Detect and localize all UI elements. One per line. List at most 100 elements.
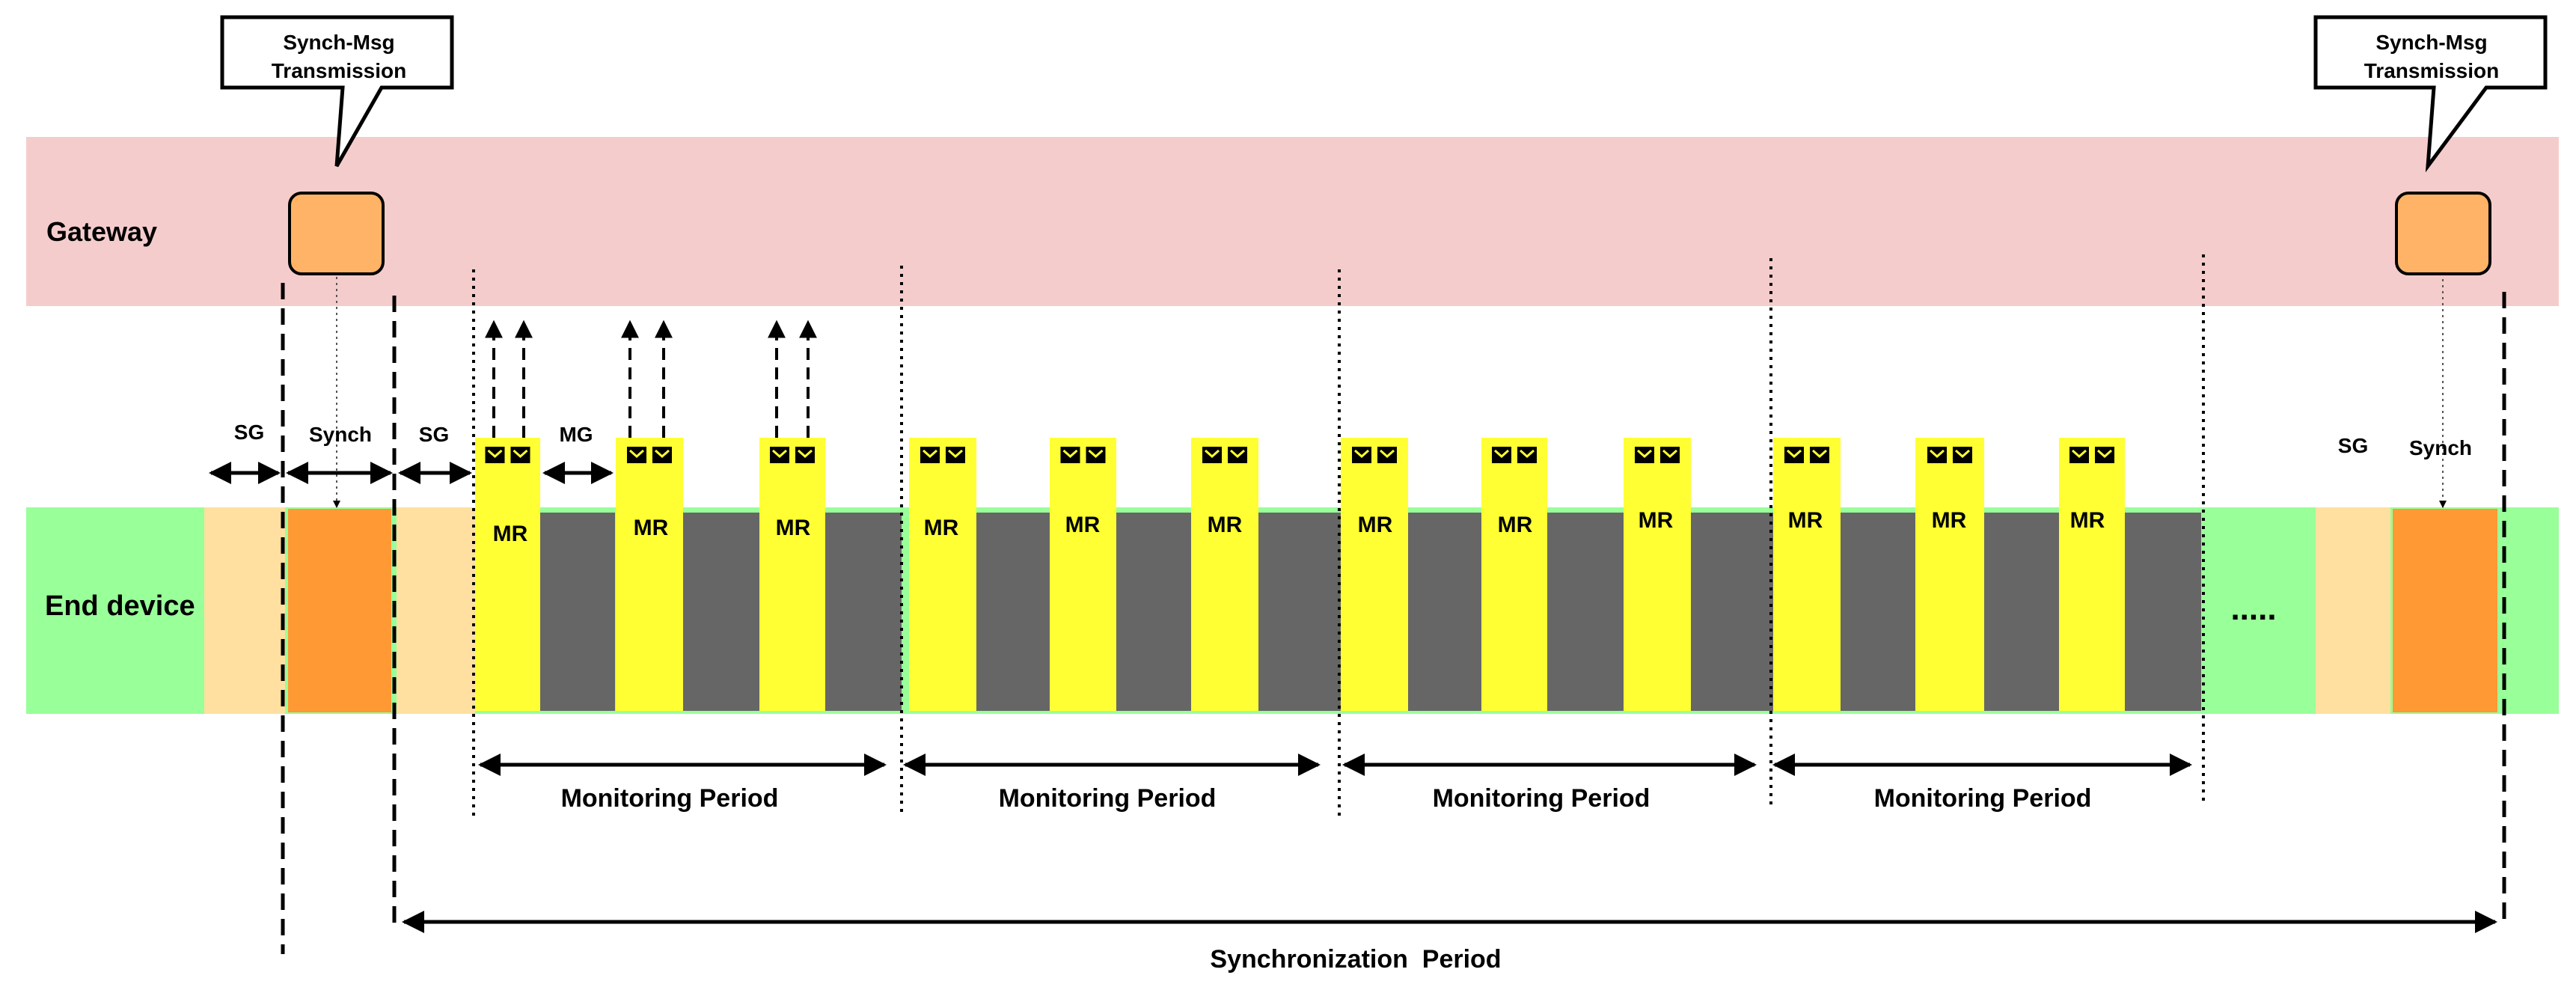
envelope-icon [770,447,789,463]
mr-slot [759,438,825,711]
sleep-slot [825,513,902,711]
envelope-icon [1660,447,1680,463]
mr-label: MR [1639,508,1674,533]
envelope-icon [1517,447,1537,463]
gap-labels: SG Synch SG MG SG Synch [234,421,2472,459]
mr-slot [1050,438,1116,711]
sleep-slot [683,513,759,711]
envelope-icon [2095,447,2114,463]
mr-slot [475,438,540,711]
mr-label: MR [924,516,959,540]
continuation-ellipsis: ..... [2230,590,2276,627]
envelope-icon [485,447,505,463]
envelope-icon [1377,447,1397,463]
mr-slot [1624,438,1691,711]
synch-label: Synch [2409,436,2472,459]
sg-label: SG [234,421,264,444]
sg-label: SG [2338,434,2368,457]
synch-msg-box-right [2395,192,2491,275]
uplink-arrows [485,320,817,438]
envelope-icon [1352,447,1371,463]
callout-line-1: Synch-Msg [2375,31,2487,54]
sleep-slot [1841,513,1915,711]
mr-label: MR [2070,508,2105,533]
mr-slot [1773,438,1841,711]
envelope-icon [1228,447,1247,463]
synch-msg-box-left [288,192,385,275]
envelope-icon [1784,447,1804,463]
mr-slot [1481,438,1547,711]
envelope-icon [1202,447,1222,463]
monitoring-period-label: Monitoring Period [561,784,779,813]
mr-slot [2059,438,2125,711]
envelope-icon [1810,447,1829,463]
period-boundaries [472,254,2205,816]
monitoring-period-label: Monitoring Period [1874,784,2092,813]
monitoring-period-label: Monitoring Period [1433,784,1650,813]
sleep-slot [1116,513,1191,711]
sleep-slot [1984,513,2059,711]
sleep-slot [2125,513,2201,711]
mr-label: MR [776,516,811,540]
guard-slot-left-1 [204,507,285,714]
envelope-icons [485,447,2114,463]
callout-line-1: Synch-Msg [283,31,394,54]
sg-label: SG [419,423,449,446]
envelope-icon [1086,447,1106,463]
envelope-icon [2069,447,2089,463]
sleep-slots [540,513,2201,711]
envelope-icon [1060,447,1080,463]
mr-slot [616,438,683,711]
sync-boundaries [281,283,2506,954]
mr-label: MR [1208,513,1243,537]
envelope-icon [920,447,940,463]
sleep-slot [1547,513,1624,711]
monitoring-period-label: Monitoring Period [999,784,1217,813]
envelope-icon [510,447,530,463]
guard-slot-left-2 [397,507,475,714]
envelope-icon [1635,447,1654,463]
mr-label: MR [493,522,528,546]
envelope-icon [946,447,965,463]
envelope-icon [795,447,815,463]
sleep-slot [1408,513,1481,711]
callout-line-2: Transmission [272,59,407,82]
monitoring-period-labels: Monitoring Period Monitoring Period Moni… [561,784,2092,813]
envelope-icon [1953,447,1972,463]
callout-right: Synch-Msg Transmission [2313,15,2548,173]
mg-label: MG [559,423,593,446]
callout-line-2: Transmission [2364,59,2500,82]
mr-label: MR [1065,513,1101,537]
synchronization-period-label: Synchronization Period [1210,945,1501,974]
envelope-icon [627,447,646,463]
synch-label: Synch [309,423,372,446]
envelope-icon [1492,447,1511,463]
mr-label: MR [634,516,669,540]
mr-labels: MR MR MR MR MR MR MR MR MR MR MR MR [493,508,2105,546]
sleep-slot [540,513,615,711]
mr-slot [1341,438,1408,711]
mr-slots [475,438,2125,711]
sleep-slot [1258,513,1341,711]
mr-label: MR [1498,513,1533,537]
end-device-label: End device [45,590,195,622]
mr-slot [909,438,976,711]
mr-label: MR [1788,508,1823,533]
synch-slot-right [2393,509,2497,712]
envelope-icon [652,447,672,463]
callout-bubble [220,15,454,168]
sleep-slot [1691,513,1773,711]
gateway-label: Gateway [46,216,157,247]
gateway-band [26,137,2559,306]
callout-bubble [2313,15,2548,173]
sleep-slot [976,513,1050,711]
guard-slot-right [2316,507,2390,714]
mr-slot [1191,438,1258,711]
mr-label: MR [1932,508,1967,533]
envelope-icon [1927,447,1947,463]
callout-left: Synch-Msg Transmission [220,15,454,168]
mr-slot [1915,438,1984,711]
synch-slot-left [288,509,391,712]
mr-label: MR [1358,513,1393,537]
